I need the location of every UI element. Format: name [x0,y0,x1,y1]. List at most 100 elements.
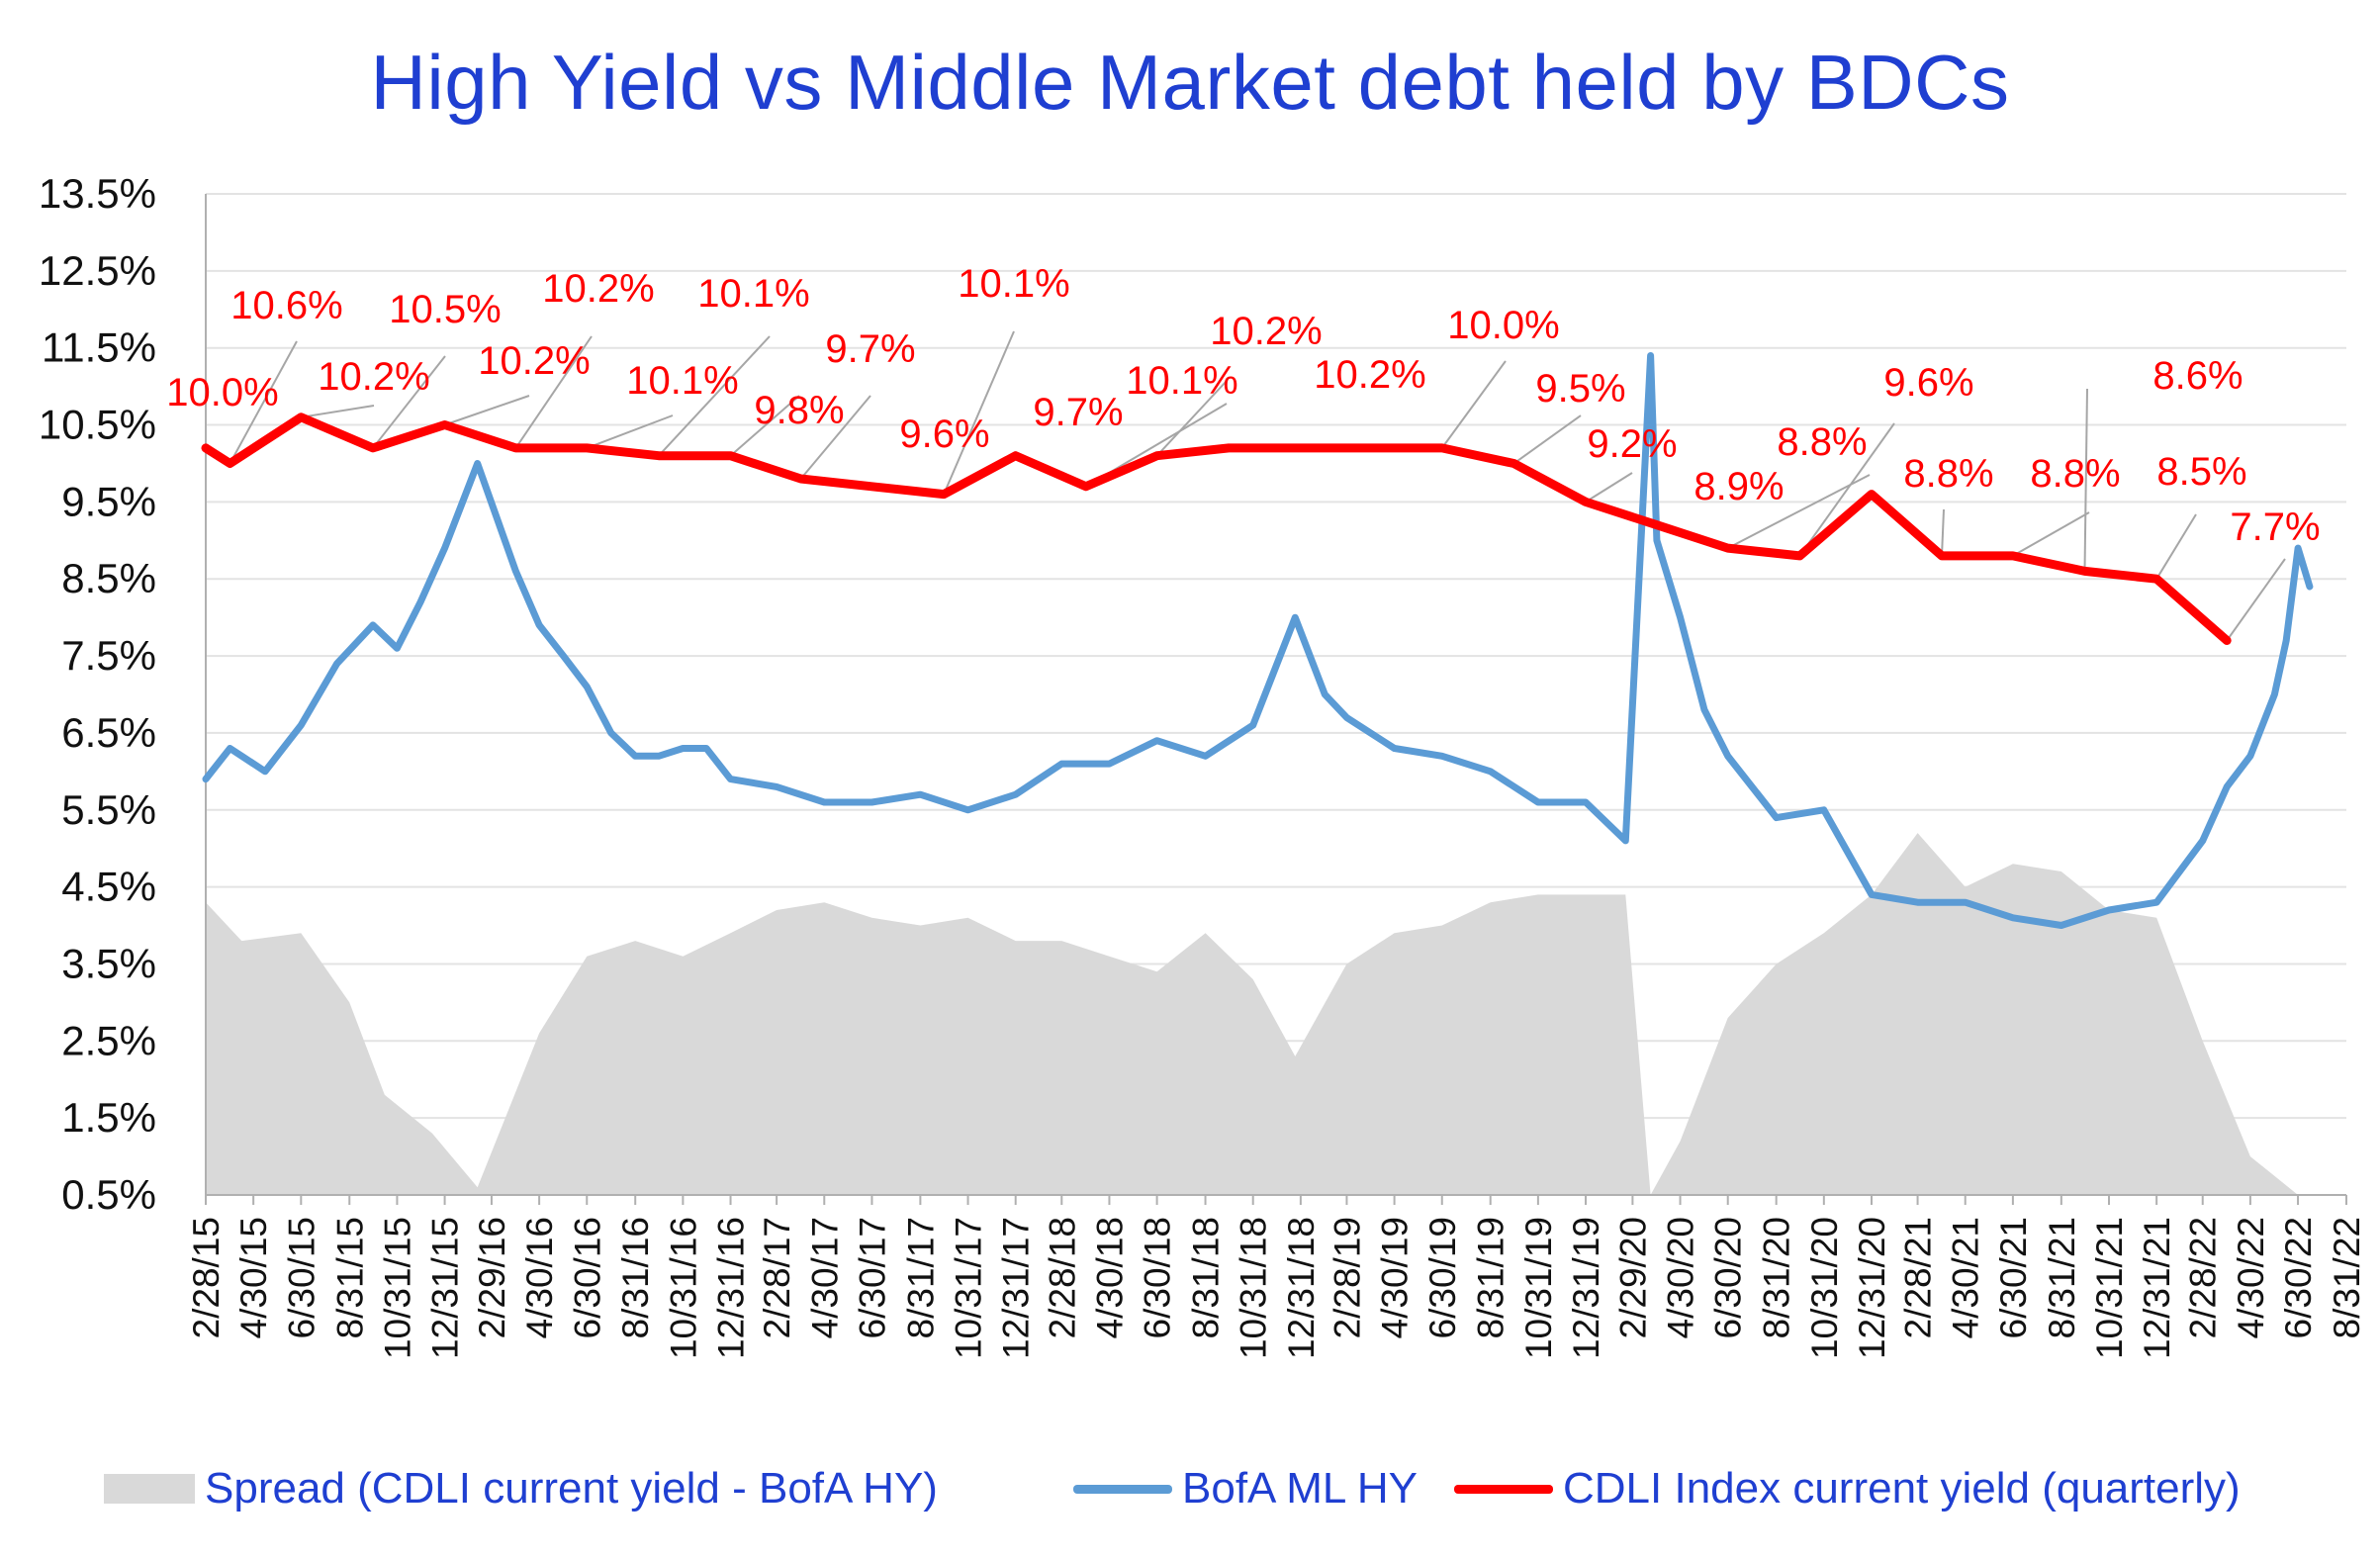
x-tick-label: 2/28/21 [1898,1217,1939,1338]
x-tick-label: 6/30/20 [1708,1217,1749,1338]
data-label: 8.8% [2030,452,2120,496]
x-tick-label: 6/30/15 [281,1217,321,1338]
y-tick-label: 2.5% [61,1017,156,1063]
legend-swatch-spread [104,1474,195,1504]
data-labels: 10.0%10.6%10.2%10.5%10.2%10.2%10.1%10.1%… [166,262,2320,549]
data-label: 9.8% [754,389,844,432]
x-tick-label: 2/29/16 [472,1217,512,1338]
x-tick-label: 4/30/17 [804,1217,845,1338]
data-label: 9.6% [1883,361,1973,405]
data-label: 9.7% [1033,391,1123,434]
label-leader-line [229,340,298,464]
label-leader-line [514,335,593,449]
y-tick-label: 5.5% [61,786,156,833]
legend-item-spread: Spread (CDLI current yield - BofA HY) [104,1449,938,1528]
label-leader-line [2083,388,2088,572]
x-tick-label: 10/31/19 [1518,1217,1559,1359]
x-tick-label: 8/31/20 [1757,1217,1797,1338]
x-tick-label: 6/30/17 [852,1217,892,1338]
y-tick-label: 7.5% [61,632,156,679]
x-axis-ticks: 2/28/15 4/30/15 6/30/15 8/31/15 10/31/15 12/3… [186,1217,2367,1359]
data-label: 9.5% [1535,367,1625,411]
data-label: 10.2% [478,339,590,383]
x-tick-label: 2/28/18 [1042,1217,1082,1338]
x-tick-label: 4/30/15 [233,1217,274,1338]
data-label: 9.2% [1587,422,1677,466]
data-label: 10.2% [1210,310,1322,353]
x-tick-label: 12/31/18 [1281,1217,1322,1359]
y-tick-label: 8.5% [61,555,156,601]
x-tick-label: 2/28/17 [757,1217,797,1338]
y-tick-label: 4.5% [61,864,156,910]
label-leader-line [2155,513,2197,580]
y-tick-label: 11.5% [42,324,156,371]
x-tick-label: 8/31/17 [900,1217,941,1338]
x-tick-label: 4/30/18 [1089,1217,1130,1338]
x-tick-label: 2/29/20 [1612,1217,1653,1338]
y-tick-label: 12.5% [39,247,156,294]
x-tick-label: 4/30/22 [2231,1217,2271,1338]
label-leader-line [1941,508,1945,556]
data-label: 8.8% [1777,420,1867,464]
label-leader-line [1585,472,1633,504]
data-label: 9.7% [825,327,915,371]
series-cdli-yield-line [201,413,2232,645]
x-tick-label: 6/30/22 [2278,1217,2319,1338]
label-leader-line [1440,360,1507,449]
data-label: 10.1% [1126,359,1237,403]
x-tick-label: 4/30/21 [1946,1217,1986,1338]
legend: Spread (CDLI current yield - BofA HY) Bo… [0,1449,2380,1528]
x-tick-label: 8/31/16 [615,1217,656,1338]
x-tick-label: 12/31/19 [1566,1217,1606,1359]
label-leader-line [1798,422,1895,557]
y-tick-label: 6.5% [61,709,156,756]
legend-swatch-bofa-hy [1073,1484,1172,1494]
data-label: 8.9% [1693,465,1784,508]
data-label: 10.1% [697,272,809,316]
series-lines [201,352,2314,929]
axes [205,194,2347,1205]
data-label: 8.8% [1903,452,1993,496]
x-tick-label: 12/31/15 [425,1217,466,1359]
label-leader-line [799,395,871,480]
label-leader-line [658,335,771,457]
label-leader-lines [229,330,2286,642]
data-label: 10.0% [166,371,278,414]
x-tick-label: 10/31/16 [663,1217,703,1359]
y-tick-label: 0.5% [61,1171,156,1218]
data-label: 10.2% [542,267,654,311]
chart-title: High Yield vs Middle Market debt held by… [370,39,2010,126]
x-tick-label: 6/30/16 [567,1217,607,1338]
x-tick-label: 12/31/20 [1852,1217,1892,1359]
legend-item-cdli: CDLI Index current yield (quarterly) [1454,1449,2241,1528]
data-label: 10.1% [958,262,1069,306]
x-tick-label: 10/31/18 [1234,1217,1274,1359]
label-leader-line [2226,558,2286,642]
y-tick-label: 13.5% [39,170,156,217]
data-label: 10.2% [1314,353,1425,397]
x-tick-label: 10/31/17 [949,1217,989,1359]
data-label: 8.5% [2156,450,2246,494]
x-tick-label: 12/31/17 [996,1217,1037,1359]
y-tick-label: 1.5% [61,1094,156,1141]
data-label: 10.0% [1447,304,1559,347]
label-leader-line [372,355,446,449]
y-tick-label: 10.5% [39,402,156,448]
y-axis-ticks: 0.5% 1.5% 2.5% 3.5% 4.5% 5.5% 6.5% 7.5% 8.5% 9.5%… [39,170,156,1218]
x-tick-label: 2/28/15 [186,1217,227,1338]
x-tick-label: 12/31/21 [2137,1217,2177,1359]
x-tick-label: 6/30/18 [1138,1217,1178,1338]
label-leader-line [301,405,375,418]
data-label: 10.1% [626,359,738,403]
legend-label-cdli: CDLI Index current yield (quarterly) [1563,1464,2241,1513]
label-leader-line [2012,511,2090,557]
x-tick-label: 10/31/21 [2089,1217,2130,1359]
label-leader-line [943,330,1015,495]
x-tick-label: 8/31/22 [2327,1217,2367,1338]
x-tick-label: 6/30/19 [1422,1217,1463,1338]
x-tick-label: 8/31/21 [2042,1217,2082,1338]
y-tick-label: 3.5% [61,940,156,986]
label-leader-line [1727,474,1871,549]
x-tick-label: 4/30/19 [1375,1217,1416,1338]
